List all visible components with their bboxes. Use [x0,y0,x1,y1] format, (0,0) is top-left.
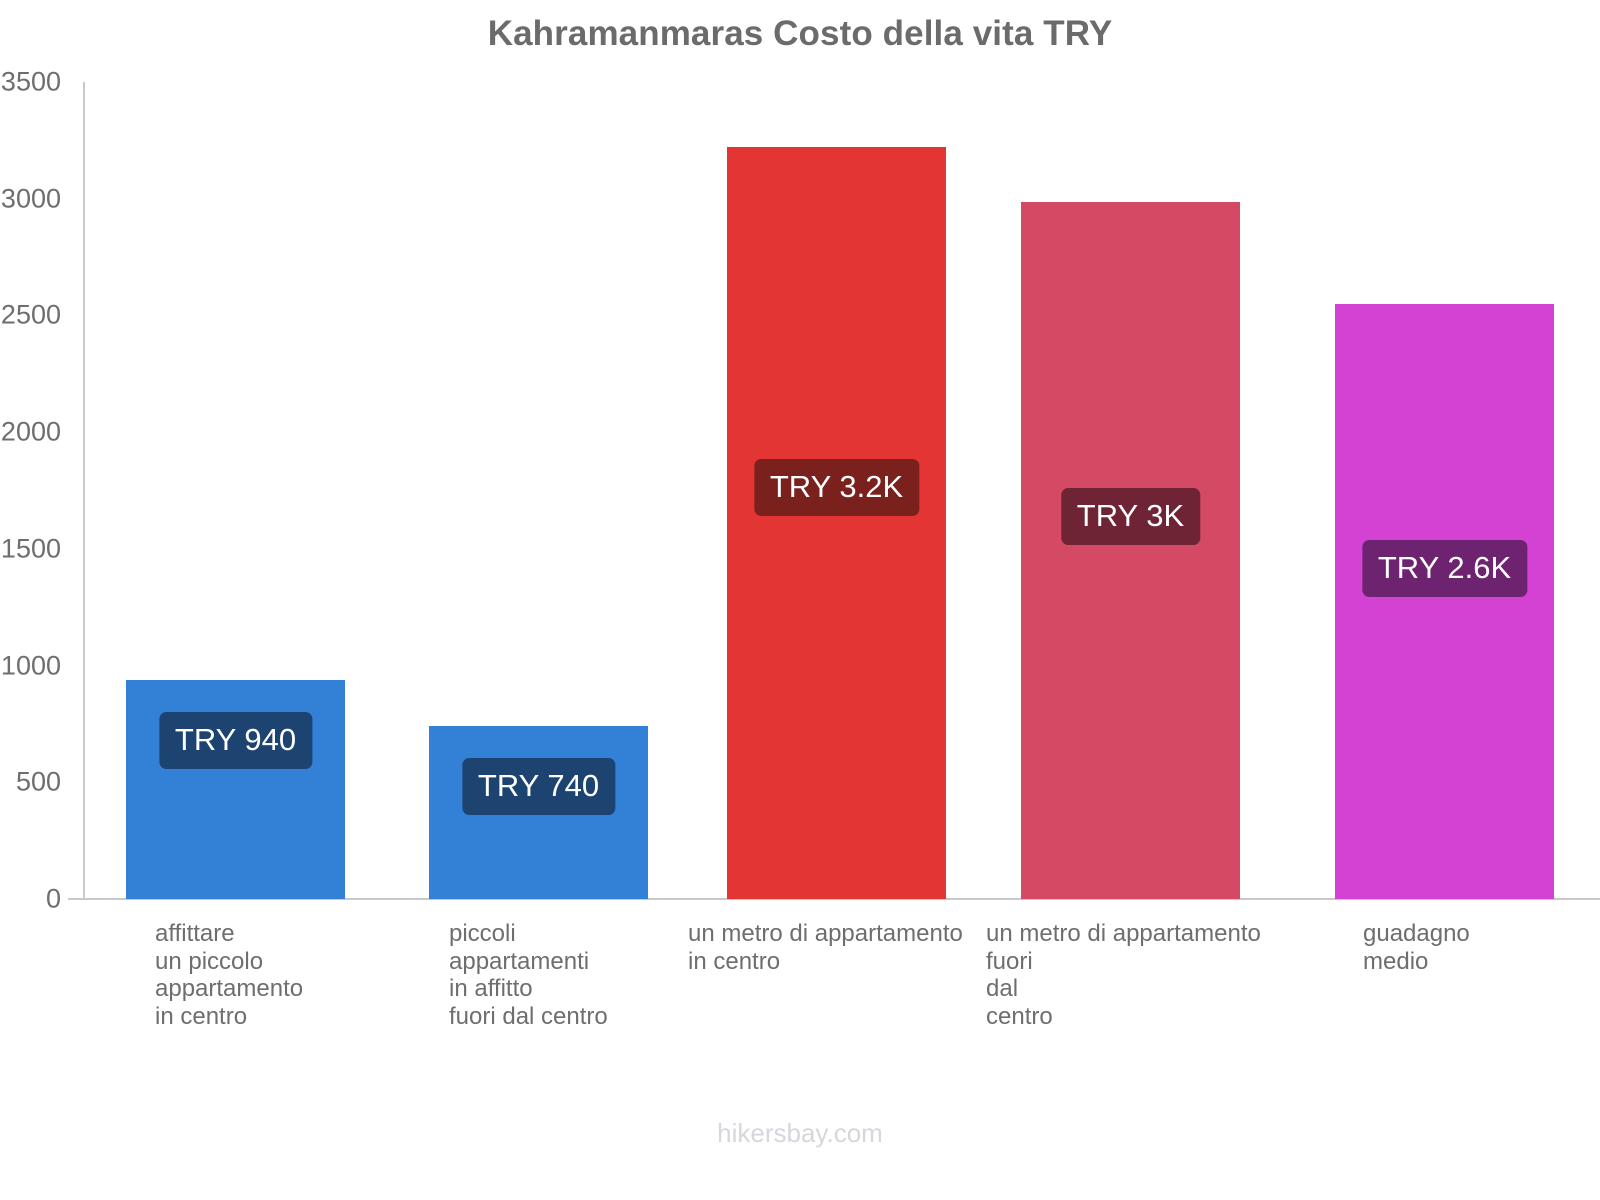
bar-value-label: TRY 3K [1060,488,1201,546]
bar-affittare-un-piccolo-appartamento-in-centro[interactable]: TRY 940 [126,679,345,899]
bar-un-metro-di-appartamento-in-centro[interactable]: TRY 3.2K [727,147,946,899]
x-axis-label-piccoli-appartamenti: piccoli appartamenti in affitto fuori da… [449,920,608,1030]
y-axis-line [83,82,85,899]
bar-guadagno-medio[interactable]: TRY 2.6K [1335,303,1554,899]
plot-area: 3500 3000 2500 2000 1500 1000 500 0 TRY … [1,67,1600,914]
bar-un-metro-di-appartamento-fuori-dal-centro[interactable]: TRY 3K [1021,202,1240,899]
y-axis-tick-500: 500 [15,766,61,797]
bar-value-label: TRY 740 [461,758,616,816]
y-axis-tick-2500: 2500 [0,299,61,330]
bar-value-label: TRY 2.6K [1361,539,1528,597]
x-axis-line [68,898,1600,900]
bar-value-label: TRY 3.2K [753,459,920,517]
y-axis-tick-3500: 3500 [0,66,61,97]
y-axis-tick-1500: 1500 [0,533,61,564]
x-axis-label-metro-in-centro: un metro di appartamento in centro [688,920,963,975]
bar-piccoli-appartamenti-in-affitto-fuori-dal-centro[interactable]: TRY 740 [429,726,648,899]
footer-credit: hikersbay.com [717,1118,883,1148]
x-axis-label-affittare: affittare un piccolo appartamento in cen… [155,920,304,1030]
chart-title: Kahramanmaras Costo della vita TRY [487,14,1113,53]
y-axis-tick-2000: 2000 [0,416,61,447]
y-axis-tick-0: 0 [45,883,61,914]
x-axis-label-metro-fuori-dal-centro: un metro di appartamento fuori dal centr… [986,920,1261,1030]
x-axis-label-guadagno-medio: guadagno medio [1363,920,1470,975]
y-axis-tick-1000: 1000 [0,650,61,681]
y-axis-tick-3000: 3000 [0,183,61,214]
bar-value-label: TRY 940 [158,711,313,769]
